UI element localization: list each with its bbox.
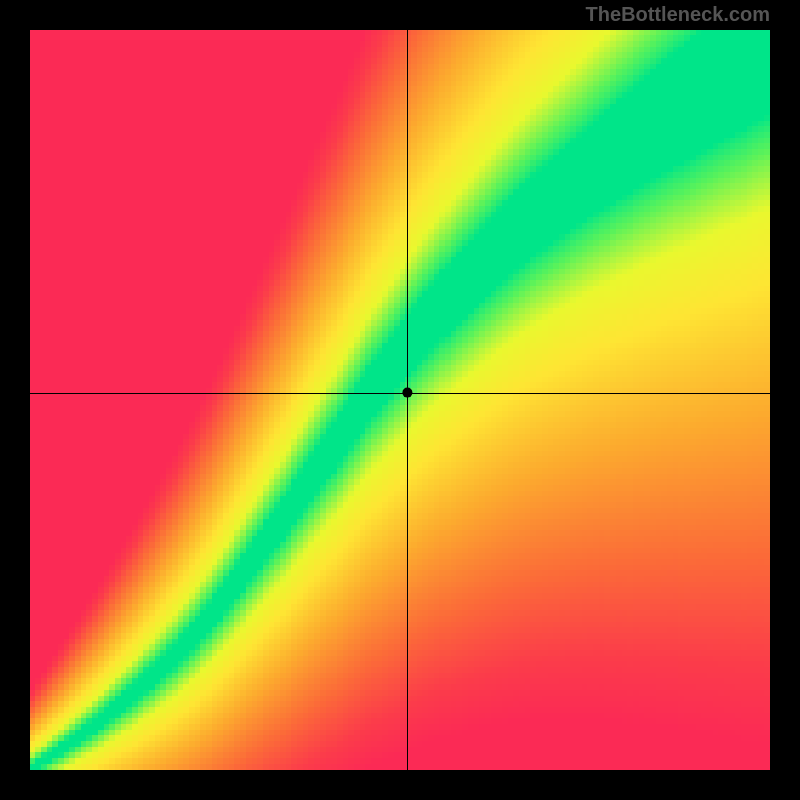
heatmap-plot: [30, 30, 770, 770]
heatmap-canvas: [30, 30, 770, 770]
chart-container: TheBottleneck.com: [0, 0, 800, 800]
watermark-text: TheBottleneck.com: [586, 4, 770, 27]
